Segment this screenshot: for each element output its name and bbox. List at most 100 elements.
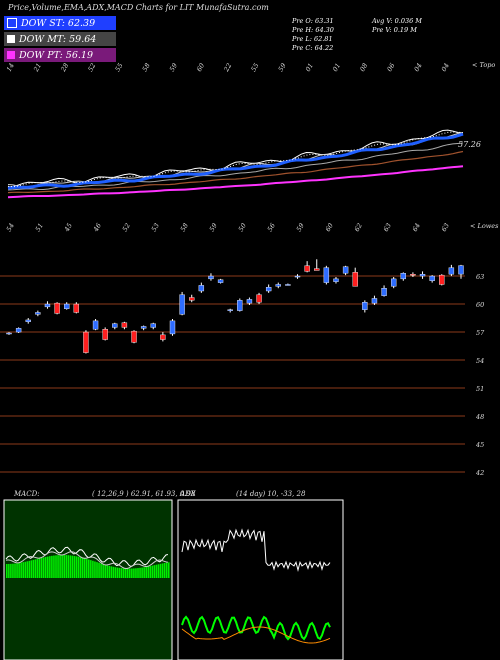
date-label: 63 <box>382 222 393 233</box>
ema-dotted-line <box>7 131 464 188</box>
date-label: 58 <box>179 222 190 233</box>
macd-bar <box>96 562 98 578</box>
macd-bar <box>98 562 100 578</box>
date-label: 22 <box>222 62 234 74</box>
macd-bar <box>90 560 92 578</box>
macd-bar <box>161 563 164 578</box>
macd-bar <box>163 563 166 578</box>
candle-body <box>458 265 464 275</box>
macd-bar <box>16 563 18 578</box>
date-label: 52 <box>86 62 97 73</box>
macd-bar <box>143 567 145 578</box>
candle-body <box>92 320 99 330</box>
macd-bar <box>49 556 51 578</box>
candle-body <box>439 274 445 285</box>
stat-pre-high: Pre H: 64.30 <box>292 26 334 34</box>
candle-body <box>112 323 118 328</box>
ema-lines <box>7 129 464 199</box>
macd-bar <box>81 557 84 578</box>
candle-body <box>410 274 416 276</box>
candle-body <box>285 284 291 286</box>
ema-price-label: 57.26 <box>458 140 481 149</box>
candle-body <box>390 278 397 287</box>
candle-body <box>140 326 147 329</box>
legend-dow-st: DOW ST: 62.39 <box>4 16 116 30</box>
macd-bar <box>6 564 8 578</box>
ema-magenta-line <box>7 165 464 199</box>
macd-bar <box>59 555 61 578</box>
candle-body <box>131 330 137 343</box>
macd-bar <box>110 566 113 578</box>
macd-bar <box>108 565 111 578</box>
date-label: 04 <box>440 62 451 73</box>
date-label: 59 <box>295 222 306 233</box>
macd-bar <box>67 555 70 578</box>
candle-body <box>160 334 166 340</box>
date-label: 45 <box>62 222 74 234</box>
date-label: 21 <box>31 62 43 74</box>
macd-bar <box>92 560 94 578</box>
macd-bar <box>122 568 125 578</box>
ema-blue-line <box>7 132 464 190</box>
candle-body <box>198 285 205 292</box>
adx-values: (14 day) 10, -33, 28 <box>236 490 306 498</box>
macd-bar <box>124 568 127 578</box>
mid-panel-right-label: < Lowes <box>470 222 499 230</box>
stat-pre-volume: Pre V: 0.19 M <box>372 26 417 34</box>
macd-bar <box>63 555 65 578</box>
candle-body <box>44 303 51 308</box>
date-label: 50 <box>237 222 248 233</box>
macd-bar <box>36 558 39 578</box>
macd-bar <box>151 565 154 578</box>
macd-bar <box>34 559 37 578</box>
macd-bar <box>32 559 35 578</box>
legend-dow-mt: DOW MT: 59.64 <box>4 32 116 46</box>
macd-bar <box>28 560 31 578</box>
macd-bar <box>24 561 27 578</box>
y-tick-label: 60 <box>476 301 484 309</box>
date-label: 59 <box>168 62 179 73</box>
date-label: 59 <box>277 62 288 73</box>
macd-bar <box>69 555 72 578</box>
macd-label: MACD: <box>14 490 40 498</box>
candle-body <box>179 294 185 315</box>
candle-body <box>429 275 435 281</box>
date-label: 46 <box>91 222 103 234</box>
macd-bar <box>14 563 16 578</box>
date-label: 28 <box>59 62 71 74</box>
macd-bar <box>71 555 74 578</box>
date-label: 58 <box>141 62 152 73</box>
stat-pre-open: Pre O: 63.31 <box>292 17 334 25</box>
macd-bar <box>73 555 76 578</box>
macd-bar <box>137 568 139 578</box>
ema-white-line-1 <box>7 129 464 188</box>
candle-body <box>400 273 406 280</box>
macd-bar <box>22 562 24 578</box>
ema-gray-line <box>7 142 464 191</box>
candle-body <box>121 322 128 328</box>
macd-bar <box>18 562 20 578</box>
candle-body <box>246 299 253 304</box>
macd-bar <box>133 568 135 578</box>
price-grid: 63 60 57 54 51 48 45 42 <box>0 273 485 477</box>
stat-pre-low: Pre L: 62.81 <box>292 35 333 43</box>
adx-label: ADX <box>180 490 196 498</box>
candle-body <box>150 323 156 328</box>
macd-bar <box>88 559 90 578</box>
candle-body <box>419 274 426 277</box>
candle-body <box>362 302 368 310</box>
macd-bar <box>8 563 10 578</box>
candles <box>6 259 464 354</box>
macd-bar <box>112 566 115 578</box>
candle-body <box>169 320 176 335</box>
macd-bar <box>116 567 119 578</box>
date-label: 04 <box>413 62 424 73</box>
candle-body <box>275 284 281 287</box>
macd-bar <box>30 560 33 578</box>
candle-body <box>73 303 80 313</box>
date-label: 14 <box>5 62 16 73</box>
date-label: 56 <box>266 222 277 233</box>
macd-bar <box>131 568 133 578</box>
macd-histogram <box>6 555 170 578</box>
macd-values: ( 12,26,9 ) 62.91, 61.93, 0.98 <box>92 490 196 498</box>
